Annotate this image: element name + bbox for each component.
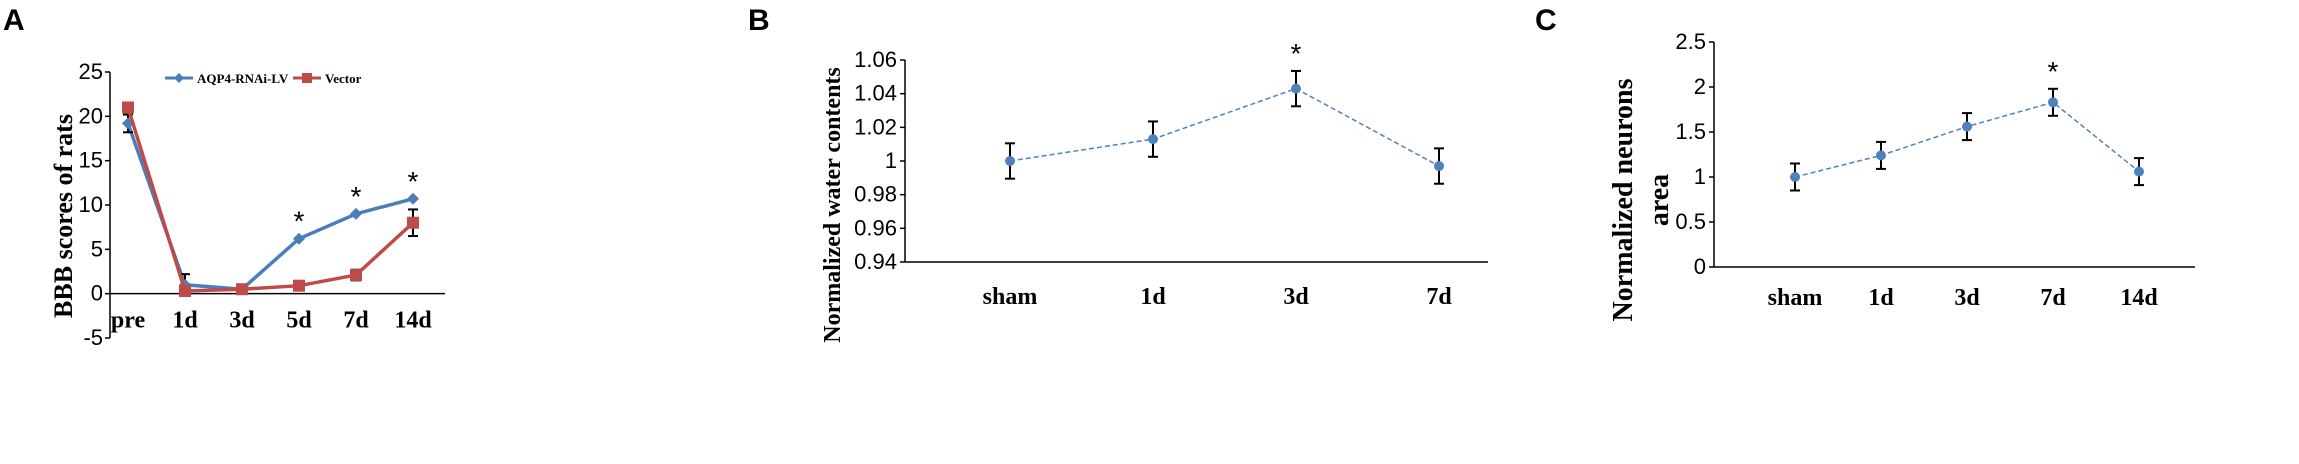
panel-c-y-tick-label: 1.5 (1675, 119, 1706, 144)
panel-b-y-tick-label: 1 (885, 148, 897, 173)
panel-a-x-tick-label: pre (111, 308, 146, 334)
panel-c-y-tick-label: 0.5 (1675, 209, 1706, 234)
panel-a-x-tick-label: 3d (229, 308, 255, 334)
panel-b-series-line-0 (1009, 87, 1440, 167)
panel-b-point (1291, 83, 1301, 94)
panel-c-point (2134, 166, 2144, 177)
panel-c-ylabel-line2: area (1644, 174, 1675, 226)
panel-c-y-tick-label: 1 (1694, 164, 1706, 189)
panel-c-x-tick-label: 14d (2120, 285, 2158, 311)
panel-a-significance-star: * (408, 166, 419, 197)
panel-a-y-tick-label: 15 (79, 148, 103, 173)
panel-a-x-tick-label: 14d (394, 308, 432, 334)
panel-a-y-tick-label: 5 (91, 236, 103, 261)
panel-c-x-tick-label: 7d (2040, 285, 2066, 311)
panel-b-y-tick-label: 1.04 (854, 81, 897, 106)
panel-a-y-tick-label: 10 (79, 192, 103, 217)
panel-b-y-tick-label: 1.06 (854, 47, 897, 72)
panel-c-y-tick-label: 2 (1694, 74, 1706, 99)
panel-a-x-tick-label: 5d (286, 308, 312, 334)
panel-b-y-tick-label: 1.02 (854, 114, 897, 139)
panel-b-point (1005, 156, 1015, 166)
panel-c-y-tick-label: 0 (1694, 254, 1706, 279)
panel-b-x-tick-label: 7d (1426, 284, 1452, 310)
panel-c-x-tick-label: 1d (1868, 285, 1894, 311)
panel-c-significance-star: * (2048, 56, 2059, 87)
panel-c-x-tick-label: sham (1768, 285, 1823, 311)
panel-a-significance-star: * (294, 206, 305, 237)
panel-letter-c: C (1535, 4, 1557, 37)
panel-a-significance-star: * (351, 181, 362, 212)
panel-c-point (1876, 150, 1886, 161)
panel-a-point-diamond (293, 232, 305, 245)
panel-b-y-tick-label: 0.98 (854, 182, 897, 207)
panel-a-x-tick-label: 1d (172, 308, 198, 334)
panel-c-x-tick-label: 3d (1954, 285, 1980, 311)
panel-a-point-square (350, 269, 362, 282)
panel-a-legend-label: Vector (325, 71, 362, 86)
panel-b-point (1434, 161, 1444, 172)
panel-a-point-square (122, 101, 134, 114)
panel-a-y-tick-label: 25 (79, 59, 103, 84)
panel-a-point-diamond (350, 207, 362, 220)
panel-b-ylabel: Normalized water contents (820, 67, 846, 342)
panel-a-point-square (236, 283, 248, 296)
panel-b-point (1148, 134, 1158, 145)
panel-b-chart: 0.94 0.96 0.98 1 1.02 1.04 1.06 sham 1d 3d 7d * (854, 38, 1488, 310)
panel-a-series-line-0 (126, 122, 414, 292)
panel-c-ylabel-line1: Normalized neurons (1608, 78, 1639, 321)
panel-b-x-tick-label: 1d (1140, 284, 1166, 310)
panel-a-x-tick-label: 7d (343, 308, 369, 334)
panel-b-x-tick-label: 3d (1283, 284, 1309, 310)
panel-a-y-tick-label: -5 (83, 325, 103, 350)
panel-a-ylabel: BBB scores of rats (49, 114, 78, 318)
panel-c-y-tick-label: 2.5 (1675, 29, 1706, 54)
panel-a-y-tick-label: 20 (79, 103, 103, 128)
panel-c-chart: 0 0.5 1 1.5 2 2.5 sham 1d 3d 7d 14d * (1675, 29, 2195, 311)
panel-b-y-tick-label: 0.94 (854, 249, 897, 274)
panel-a-point-square (179, 285, 191, 298)
panel-b-y-tick-label: 0.96 (854, 215, 897, 240)
panel-a-legend-marker-square (302, 73, 312, 83)
panel-a-legend-label: AQP4-RNAi-LV (197, 71, 289, 86)
panel-a-point-square (407, 216, 419, 229)
panel-a-chart: -5 0 5 10 15 20 25 pre 1d 3d 5d 7d 14d * * * AQP4-RNAi-L… (79, 59, 445, 350)
panel-b-x-tick-label: sham (983, 284, 1038, 310)
panel-c-point (1790, 172, 1800, 182)
panel-b-significance-star: * (1291, 38, 1302, 69)
panel-letter-b: B (748, 4, 770, 37)
panel-a-point-square (293, 279, 305, 292)
panel-c-point (2048, 97, 2058, 108)
panel-a-y-tick-label: 0 (91, 281, 103, 306)
panel-c-point (1962, 121, 1972, 132)
panel-letter-a: A (3, 4, 25, 37)
panel-a-series-line-1 (126, 106, 415, 293)
panel-a-point-diamond (407, 192, 419, 205)
panel-a-legend-marker-diamond (174, 73, 184, 83)
